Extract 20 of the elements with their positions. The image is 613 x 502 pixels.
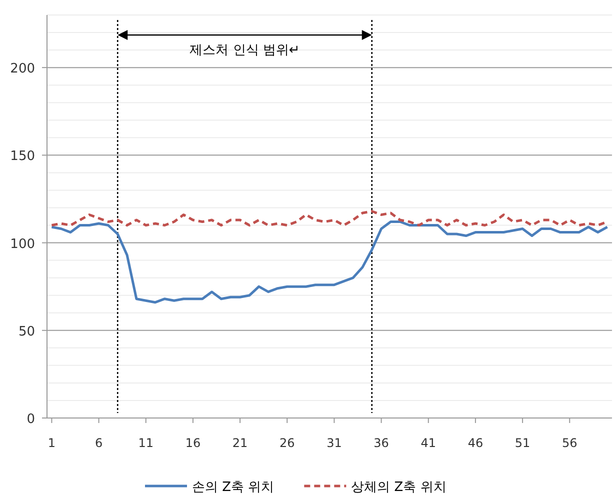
x-tick-label: 51 (514, 436, 530, 450)
y-tick-label: 150 (10, 149, 35, 164)
y-tick-label: 0 (26, 412, 35, 427)
x-tick-label: 21 (232, 436, 248, 450)
x-tick-label: 11 (138, 436, 154, 450)
legend-label: 상체의 Z축 위치 (351, 480, 446, 495)
annotation: 제스처 인식 범위↵ (190, 43, 300, 58)
x-tick-label: 16 (185, 436, 201, 450)
x-tick-label: 31 (326, 436, 342, 450)
x-tick-label: 56 (562, 436, 578, 450)
y-tick-label: 100 (10, 236, 35, 252)
x-tick-label: 36 (374, 436, 389, 450)
y-tick-label: 200 (10, 62, 35, 77)
y-tick-label: 50 (18, 324, 35, 340)
x-tick-label: 1 (48, 436, 56, 450)
legend-label: 손의 Z축 위치 (192, 480, 274, 495)
x-tick-label: 41 (420, 436, 436, 450)
x-tick-label: 46 (468, 436, 484, 450)
x-tick-label: 6 (94, 436, 103, 450)
x-tick-label: 26 (279, 436, 295, 450)
